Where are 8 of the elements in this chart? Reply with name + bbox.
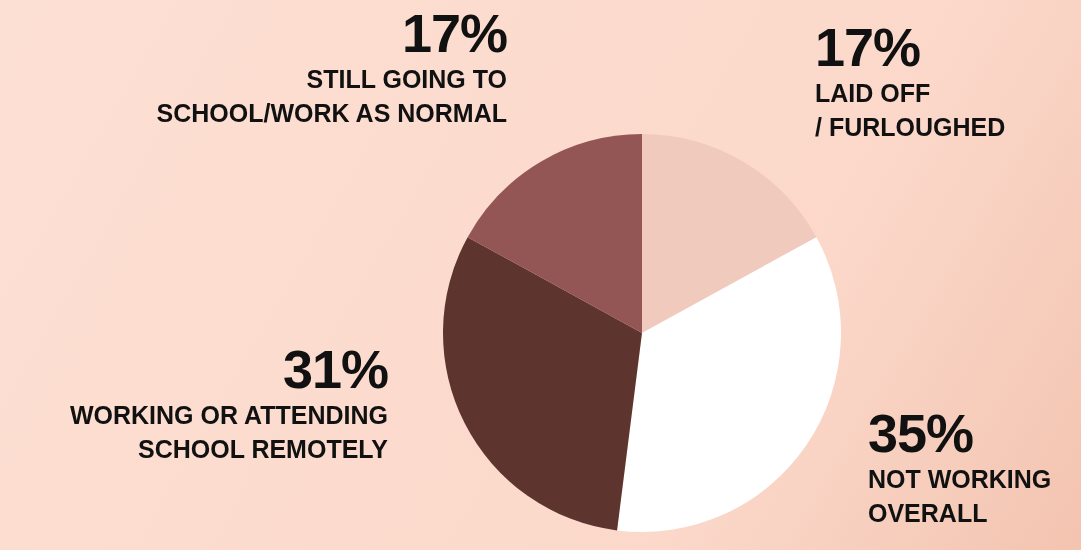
slice-label: LAID OFF / FURLOUGHED (815, 78, 1007, 143)
data-label: 17% (815, 17, 922, 77)
slice-label: STILL GOING TO SCHOOL/WORK AS NORMAL (155, 64, 507, 129)
slice-label: WORKING OR ATTENDING SCHOOL REMOTELY (68, 400, 388, 465)
data-label: 35% (868, 403, 975, 463)
data-label: 31% (281, 339, 388, 399)
slice-label: NOT WORKING OVERALL (868, 464, 1053, 529)
data-label: 17% (400, 3, 507, 63)
